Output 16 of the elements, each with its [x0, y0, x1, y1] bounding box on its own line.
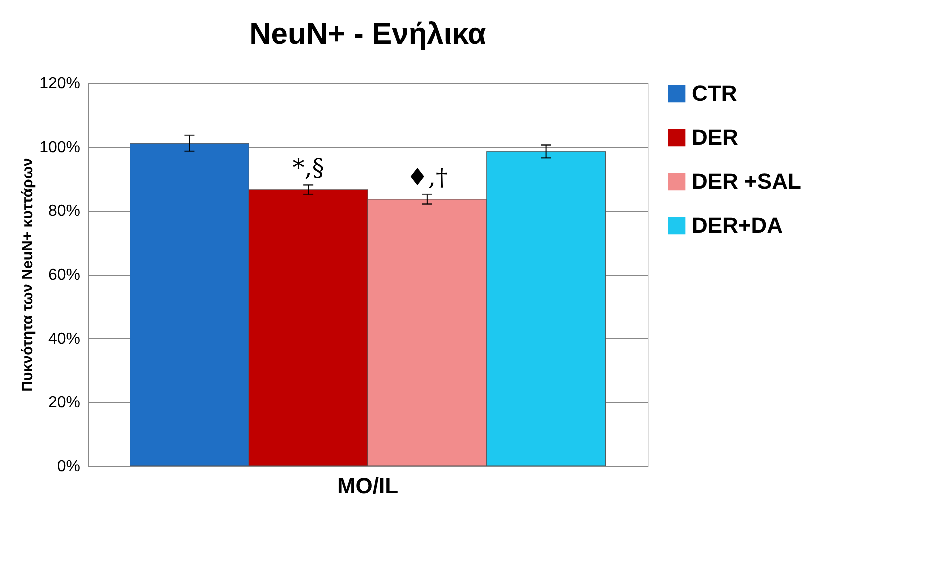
legend-label: DER+DA — [692, 213, 784, 238]
y-tick-label: 40% — [48, 330, 80, 348]
x-tick-label: MO/IL — [337, 474, 399, 498]
y-tick-label: 120% — [40, 76, 80, 92]
annotation: *,§ — [292, 154, 324, 182]
annotation: ♦,† — [406, 164, 448, 192]
y-tick-label: 80% — [48, 203, 80, 220]
chart-title: NeuN+ - Ενήλικα — [250, 18, 487, 51]
legend-label: DER — [692, 125, 739, 150]
y-tick-label: 60% — [48, 267, 80, 284]
y-tick-label: 0% — [57, 458, 80, 476]
y-tick-label: 100% — [40, 139, 80, 156]
y-axis-title: Πυκνότητα των NeuN+ κυττάρων — [20, 158, 37, 392]
y-tick-label: 20% — [48, 394, 80, 412]
legend-label: CTR — [692, 81, 738, 106]
legend-label: DER +SAL — [692, 169, 802, 194]
